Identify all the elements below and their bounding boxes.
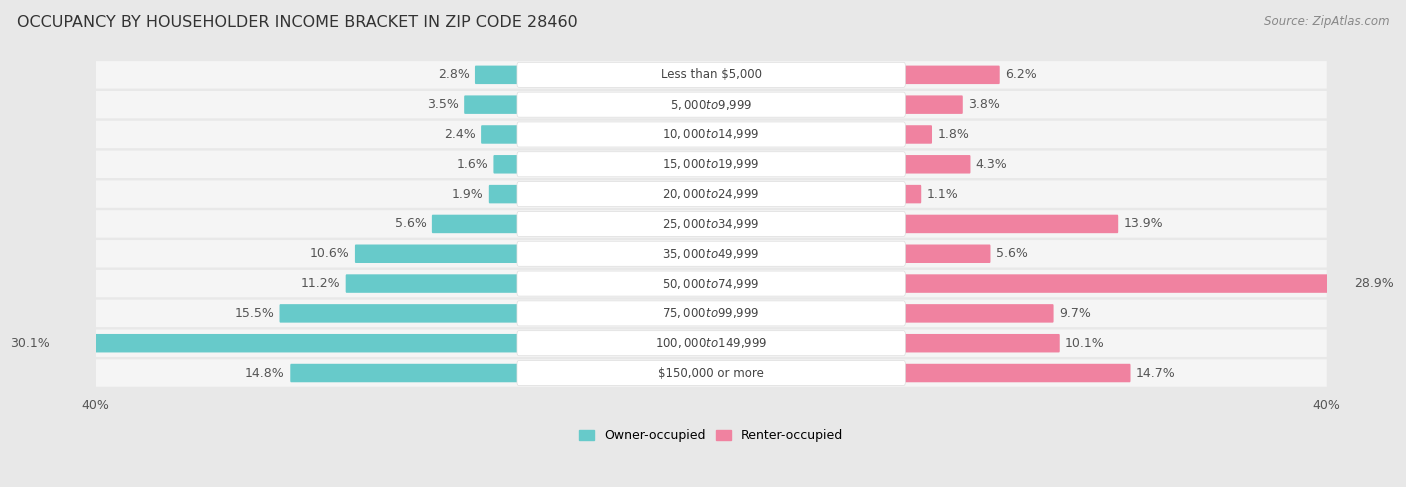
FancyBboxPatch shape: [494, 155, 520, 173]
FancyBboxPatch shape: [346, 274, 520, 293]
Text: $150,000 or more: $150,000 or more: [658, 367, 763, 379]
FancyBboxPatch shape: [903, 95, 963, 114]
Text: 5.6%: 5.6%: [995, 247, 1028, 260]
Text: 15.5%: 15.5%: [235, 307, 274, 320]
Text: 3.8%: 3.8%: [969, 98, 1000, 111]
Text: 2.4%: 2.4%: [444, 128, 475, 141]
FancyBboxPatch shape: [96, 121, 1327, 148]
Text: 1.8%: 1.8%: [938, 128, 969, 141]
FancyBboxPatch shape: [96, 91, 1327, 118]
Text: $50,000 to $74,999: $50,000 to $74,999: [662, 277, 759, 291]
Text: 4.3%: 4.3%: [976, 158, 1008, 171]
Text: $10,000 to $14,999: $10,000 to $14,999: [662, 128, 759, 141]
FancyBboxPatch shape: [290, 364, 520, 382]
FancyBboxPatch shape: [903, 274, 1348, 293]
Text: 6.2%: 6.2%: [1005, 68, 1036, 81]
Text: 9.7%: 9.7%: [1059, 307, 1091, 320]
Text: 3.5%: 3.5%: [427, 98, 458, 111]
Text: $35,000 to $49,999: $35,000 to $49,999: [662, 247, 759, 261]
Text: Less than $5,000: Less than $5,000: [661, 68, 762, 81]
FancyBboxPatch shape: [464, 95, 520, 114]
Text: 28.9%: 28.9%: [1354, 277, 1395, 290]
FancyBboxPatch shape: [96, 359, 1327, 387]
Text: $15,000 to $19,999: $15,000 to $19,999: [662, 157, 759, 171]
FancyBboxPatch shape: [903, 244, 990, 263]
FancyBboxPatch shape: [517, 182, 905, 206]
FancyBboxPatch shape: [517, 62, 905, 87]
Text: $20,000 to $24,999: $20,000 to $24,999: [662, 187, 759, 201]
Text: 30.1%: 30.1%: [10, 337, 49, 350]
FancyBboxPatch shape: [903, 334, 1060, 353]
FancyBboxPatch shape: [517, 331, 905, 356]
FancyBboxPatch shape: [96, 210, 1327, 238]
FancyBboxPatch shape: [903, 66, 1000, 84]
Text: $75,000 to $99,999: $75,000 to $99,999: [662, 306, 759, 320]
FancyBboxPatch shape: [903, 364, 1130, 382]
FancyBboxPatch shape: [96, 300, 1327, 327]
FancyBboxPatch shape: [517, 122, 905, 147]
FancyBboxPatch shape: [517, 241, 905, 266]
FancyBboxPatch shape: [517, 271, 905, 296]
FancyBboxPatch shape: [517, 92, 905, 117]
FancyBboxPatch shape: [475, 66, 520, 84]
FancyBboxPatch shape: [96, 240, 1327, 267]
Text: 11.2%: 11.2%: [301, 277, 340, 290]
Legend: Owner-occupied, Renter-occupied: Owner-occupied, Renter-occupied: [579, 429, 844, 442]
FancyBboxPatch shape: [280, 304, 520, 322]
FancyBboxPatch shape: [517, 211, 905, 237]
FancyBboxPatch shape: [903, 185, 921, 204]
FancyBboxPatch shape: [96, 180, 1327, 208]
Text: 2.8%: 2.8%: [437, 68, 470, 81]
Text: OCCUPANCY BY HOUSEHOLDER INCOME BRACKET IN ZIP CODE 28460: OCCUPANCY BY HOUSEHOLDER INCOME BRACKET …: [17, 15, 578, 30]
FancyBboxPatch shape: [517, 152, 905, 177]
FancyBboxPatch shape: [903, 304, 1053, 322]
FancyBboxPatch shape: [96, 61, 1327, 89]
Text: 13.9%: 13.9%: [1123, 217, 1163, 230]
Text: 1.6%: 1.6%: [457, 158, 488, 171]
Text: $5,000 to $9,999: $5,000 to $9,999: [669, 98, 752, 112]
Text: $25,000 to $34,999: $25,000 to $34,999: [662, 217, 759, 231]
FancyBboxPatch shape: [96, 330, 1327, 357]
FancyBboxPatch shape: [903, 125, 932, 144]
FancyBboxPatch shape: [517, 301, 905, 326]
FancyBboxPatch shape: [432, 215, 520, 233]
FancyBboxPatch shape: [96, 270, 1327, 297]
FancyBboxPatch shape: [903, 155, 970, 173]
FancyBboxPatch shape: [903, 215, 1118, 233]
Text: 1.1%: 1.1%: [927, 187, 959, 201]
FancyBboxPatch shape: [55, 334, 520, 353]
Text: 10.6%: 10.6%: [309, 247, 350, 260]
Text: 10.1%: 10.1%: [1066, 337, 1105, 350]
FancyBboxPatch shape: [481, 125, 520, 144]
Text: $100,000 to $149,999: $100,000 to $149,999: [655, 336, 768, 350]
FancyBboxPatch shape: [517, 360, 905, 386]
FancyBboxPatch shape: [489, 185, 520, 204]
Text: 1.9%: 1.9%: [451, 187, 484, 201]
Text: 14.7%: 14.7%: [1136, 367, 1175, 379]
Text: 5.6%: 5.6%: [395, 217, 426, 230]
Text: Source: ZipAtlas.com: Source: ZipAtlas.com: [1264, 15, 1389, 28]
FancyBboxPatch shape: [96, 150, 1327, 178]
FancyBboxPatch shape: [354, 244, 520, 263]
Text: 14.8%: 14.8%: [245, 367, 285, 379]
